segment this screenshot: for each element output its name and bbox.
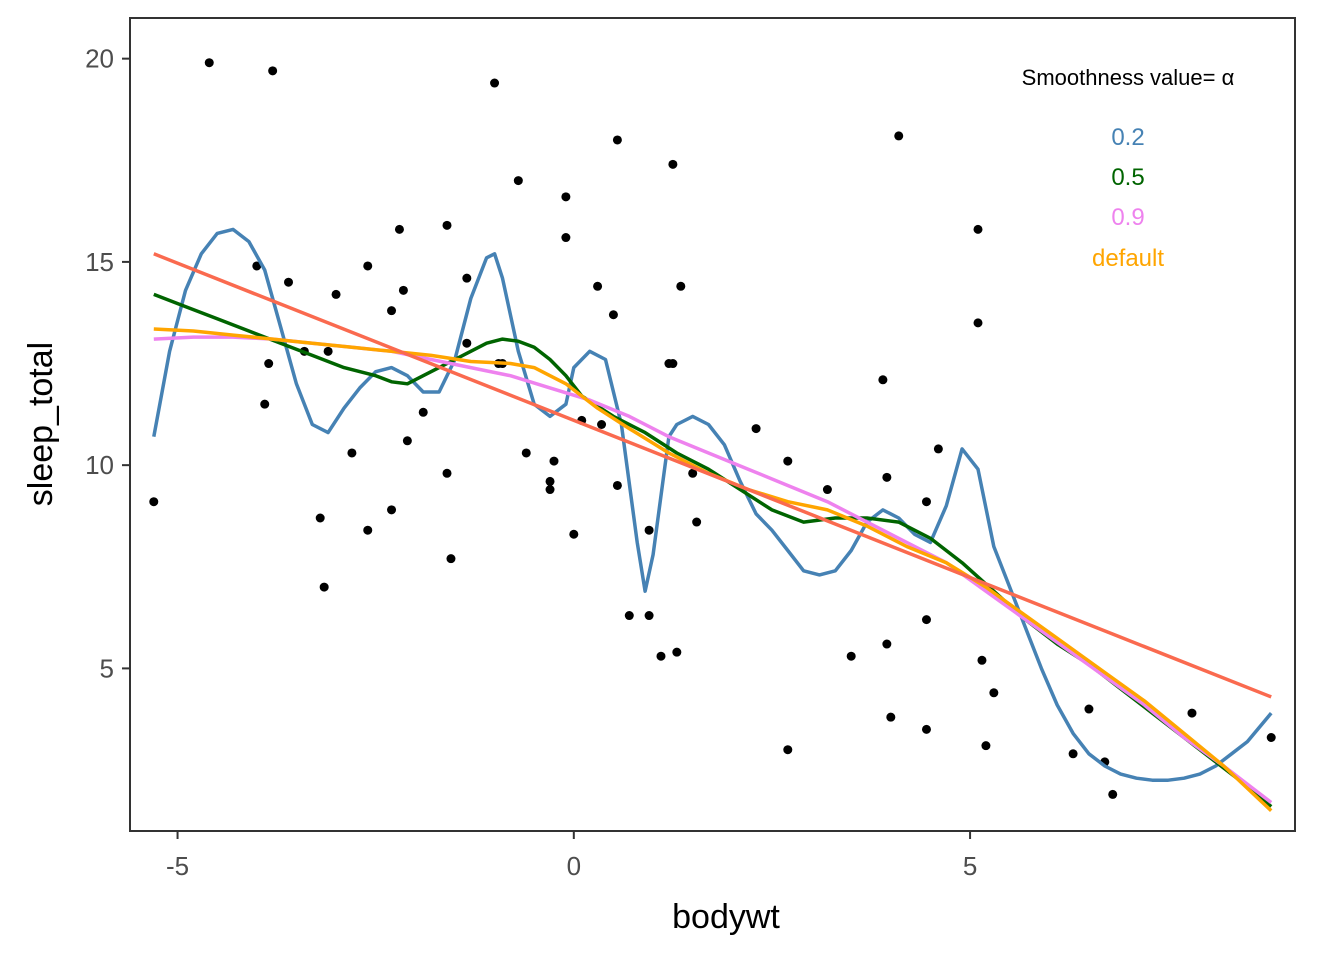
y-tick-label-15: 15 [85,247,114,277]
data-point-69 [973,318,983,328]
data-point-4 [284,277,294,287]
data-point-9 [315,513,325,523]
data-point-76 [1108,789,1118,799]
data-point-26 [490,78,500,88]
data-point-57 [822,485,832,495]
data-point-14 [363,525,373,535]
data-point-3 [252,261,262,271]
x-tick-label--5: -5 [166,851,189,881]
data-point-44 [644,611,654,621]
data-point-65 [921,615,931,625]
x-tick-label-5: 5 [963,851,977,881]
data-point-36 [569,529,579,539]
data-point-42 [612,135,622,145]
x-axis-title: bodywt [672,898,780,936]
data-point-45 [644,525,654,535]
y-axis: 5 10 15 20 [85,44,130,683]
y-tick-label-20: 20 [85,44,114,74]
data-point-25 [462,273,472,283]
data-point-63 [894,131,904,141]
data-point-20 [418,407,428,417]
legend-entry-0.5: 0.5 [1111,164,1144,191]
data-point-5 [264,359,274,369]
data-point-16 [387,505,397,515]
series-line-default [153,327,1273,812]
legend-entry-default: default [1092,245,1164,272]
x-axis: -5 0 5 [166,831,977,881]
data-point-30 [521,448,531,458]
data-point-8 [323,346,333,356]
data-point-18 [398,285,408,295]
data-point-10 [319,582,329,592]
data-point-68 [973,224,983,234]
data-point-15 [387,306,397,316]
data-point-40 [608,310,618,320]
series-line-0.2 [152,227,1273,782]
data-point-33 [549,456,559,466]
data-point-46 [656,651,666,661]
data-point-52 [688,468,698,478]
legend-entry-0.9: 0.9 [1111,204,1144,231]
data-point-1 [204,58,214,68]
data-point-34 [561,192,571,202]
data-point-13 [363,261,373,271]
data-point-58 [846,651,856,661]
data-point-70 [977,655,987,665]
smooth-lines [152,227,1273,812]
plot-panel [129,17,1296,832]
legend: Smoothness value= α 0.2 0.5 0.9 default [1022,65,1235,272]
data-point-23 [446,554,456,564]
data-point-77 [1187,708,1197,718]
data-point-55 [783,456,793,466]
legend-title: Smoothness value= α [1022,65,1235,90]
data-point-24 [462,338,472,348]
x-tick-label-0: 0 [567,851,581,881]
data-point-11 [331,289,341,299]
data-point-66 [921,497,931,507]
data-point-64 [921,724,931,734]
data-point-53 [692,517,702,527]
data-point-71 [981,741,991,751]
data-point-29 [513,176,523,186]
data-point-19 [402,436,412,446]
data-point-2 [268,66,278,76]
series-line-4 [153,252,1272,699]
y-tick-label-5: 5 [100,653,114,683]
data-point-38 [593,281,603,291]
data-point-35 [561,233,571,243]
data-point-22 [442,468,452,478]
data-point-67 [933,444,943,454]
data-point-43 [624,611,634,621]
data-point-31 [545,476,555,486]
data-point-61 [882,639,892,649]
data-point-54 [751,424,761,434]
data-point-41 [612,480,622,490]
data-point-6 [260,399,270,409]
data-point-74 [1084,704,1094,714]
data-point-48 [668,159,678,169]
y-tick-label-10: 10 [85,450,114,480]
data-point-59 [878,375,888,385]
data-point-17 [394,224,404,234]
data-point-21 [442,220,452,230]
data-point-39 [597,420,607,429]
data-point-78 [1266,733,1276,743]
legend-entry-0.2: 0.2 [1111,124,1144,151]
data-point-32 [545,485,555,495]
data-point-0 [149,497,159,507]
data-point-73 [1068,749,1078,759]
data-point-50 [672,647,682,657]
data-point-60 [882,472,892,482]
data-point-72 [989,688,999,698]
data-point-51 [676,281,686,291]
y-axis-title: sleep_total [22,342,60,506]
data-point-56 [783,745,793,755]
data-point-12 [347,448,357,458]
data-point-62 [886,712,896,722]
data-point-49 [668,359,678,369]
